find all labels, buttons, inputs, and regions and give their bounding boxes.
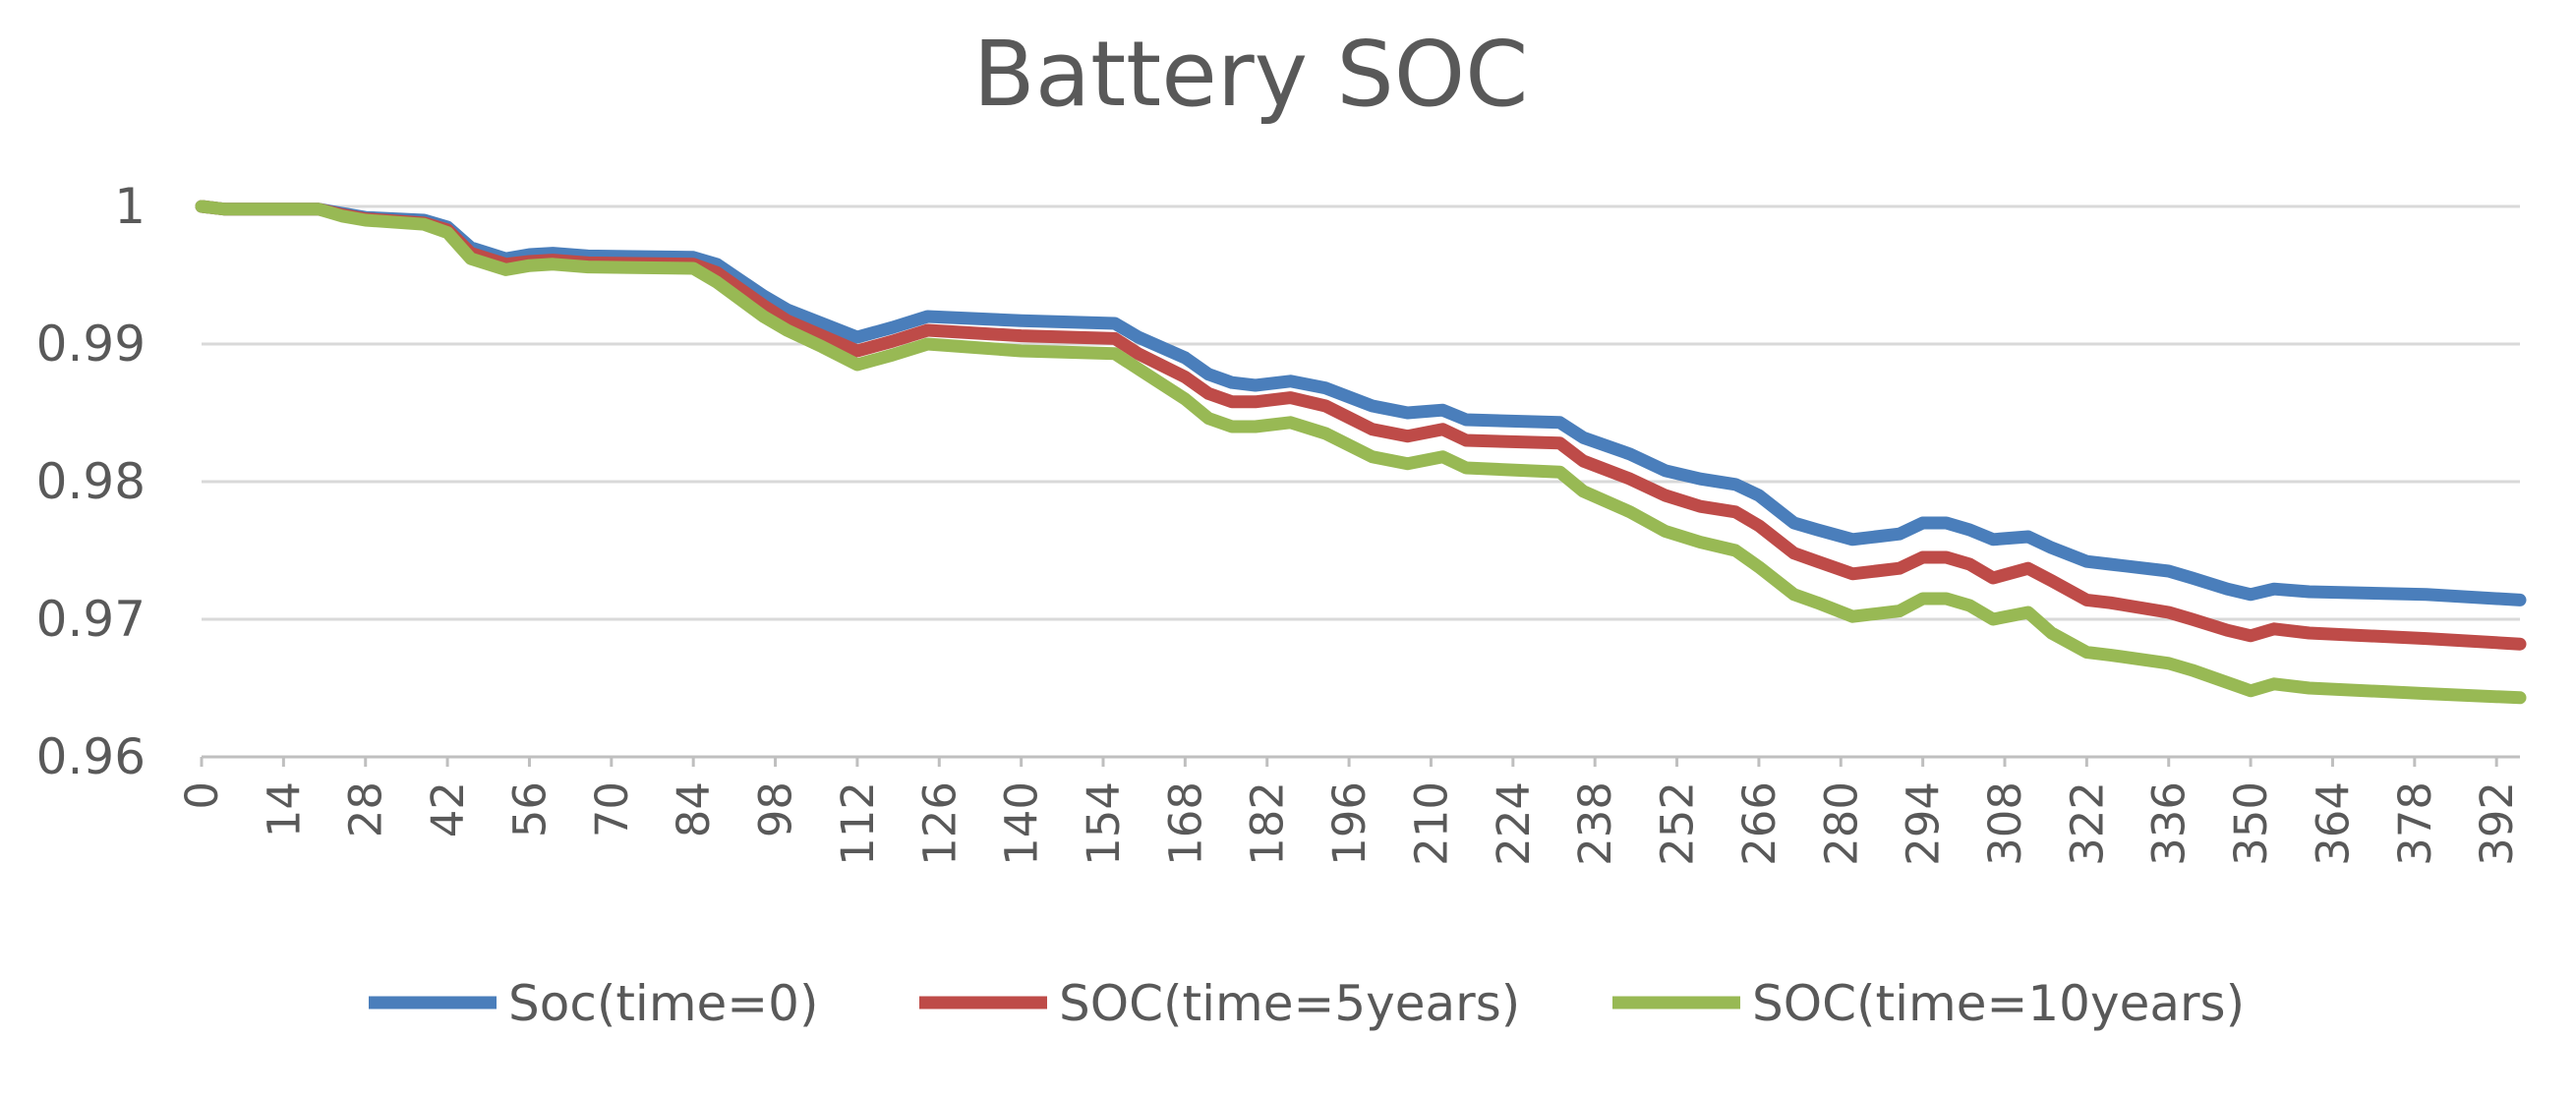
x-tick-label: 182	[1242, 781, 1294, 866]
y-tick-label: 1	[114, 178, 146, 235]
x-tick-label: 378	[2389, 781, 2441, 866]
x-tick-label: 126	[913, 781, 966, 866]
x-tick-label: 98	[750, 781, 802, 837]
x-axis: 0 14 28 42 56 70 84 98 112 126 140 154 168 182 196 210 2…	[176, 755, 2523, 866]
legend-label-2: SOC(time=5years)	[1059, 975, 1520, 1032]
x-tick-label: 252	[1652, 781, 1704, 866]
y-tick-label: 0.97	[36, 591, 146, 648]
x-tick-label: 294	[1898, 781, 1950, 866]
x-tick-label: 56	[503, 781, 556, 837]
series-lines	[195, 200, 2527, 705]
x-tick-label: 14	[258, 781, 310, 837]
x-tick-label: 140	[996, 781, 1048, 866]
x-tick-label: 84	[668, 781, 720, 837]
x-tick-label: 392	[2471, 781, 2523, 866]
x-tick-label: 42	[422, 781, 474, 837]
chart-title: Battery SOC	[973, 22, 1529, 127]
x-tick-label: 322	[2061, 781, 2113, 866]
y-tick-label: 0.98	[36, 453, 146, 510]
legend-label-3: SOC(time=10years)	[1752, 975, 2245, 1032]
x-tick-label: 224	[1488, 781, 1540, 866]
x-tick-label: 350	[2225, 781, 2277, 866]
x-tick-label: 308	[1979, 781, 2031, 866]
x-tick-label: 238	[1569, 781, 1621, 866]
legend: Soc(time=0) SOC(time=5years) SOC(time=10ye…	[369, 975, 2245, 1032]
x-tick-label: 210	[1405, 781, 1457, 866]
gridlines	[202, 204, 2520, 621]
x-tick-label: 70	[586, 781, 638, 837]
x-tick-label: 0	[176, 781, 228, 810]
series-line-1	[195, 200, 2527, 606]
x-tick-label: 196	[1323, 781, 1376, 866]
x-tick-label: 266	[1733, 781, 1786, 866]
legend-label-1: Soc(time=0)	[508, 975, 819, 1032]
x-tick-label: 364	[2307, 781, 2359, 866]
x-tick-label: 336	[2143, 781, 2195, 866]
x-tick-label: 280	[1815, 781, 1867, 866]
y-axis: 0.96 0.97 0.98 0.99 1	[36, 178, 146, 785]
series-line-3	[195, 200, 2527, 705]
y-tick-label: 0.96	[36, 728, 146, 785]
x-tick-label: 112	[832, 781, 884, 866]
x-tick-label: 28	[340, 781, 392, 837]
y-tick-label: 0.99	[36, 316, 146, 373]
x-tick-label: 168	[1159, 781, 1211, 866]
x-tick-label: 154	[1078, 781, 1130, 866]
